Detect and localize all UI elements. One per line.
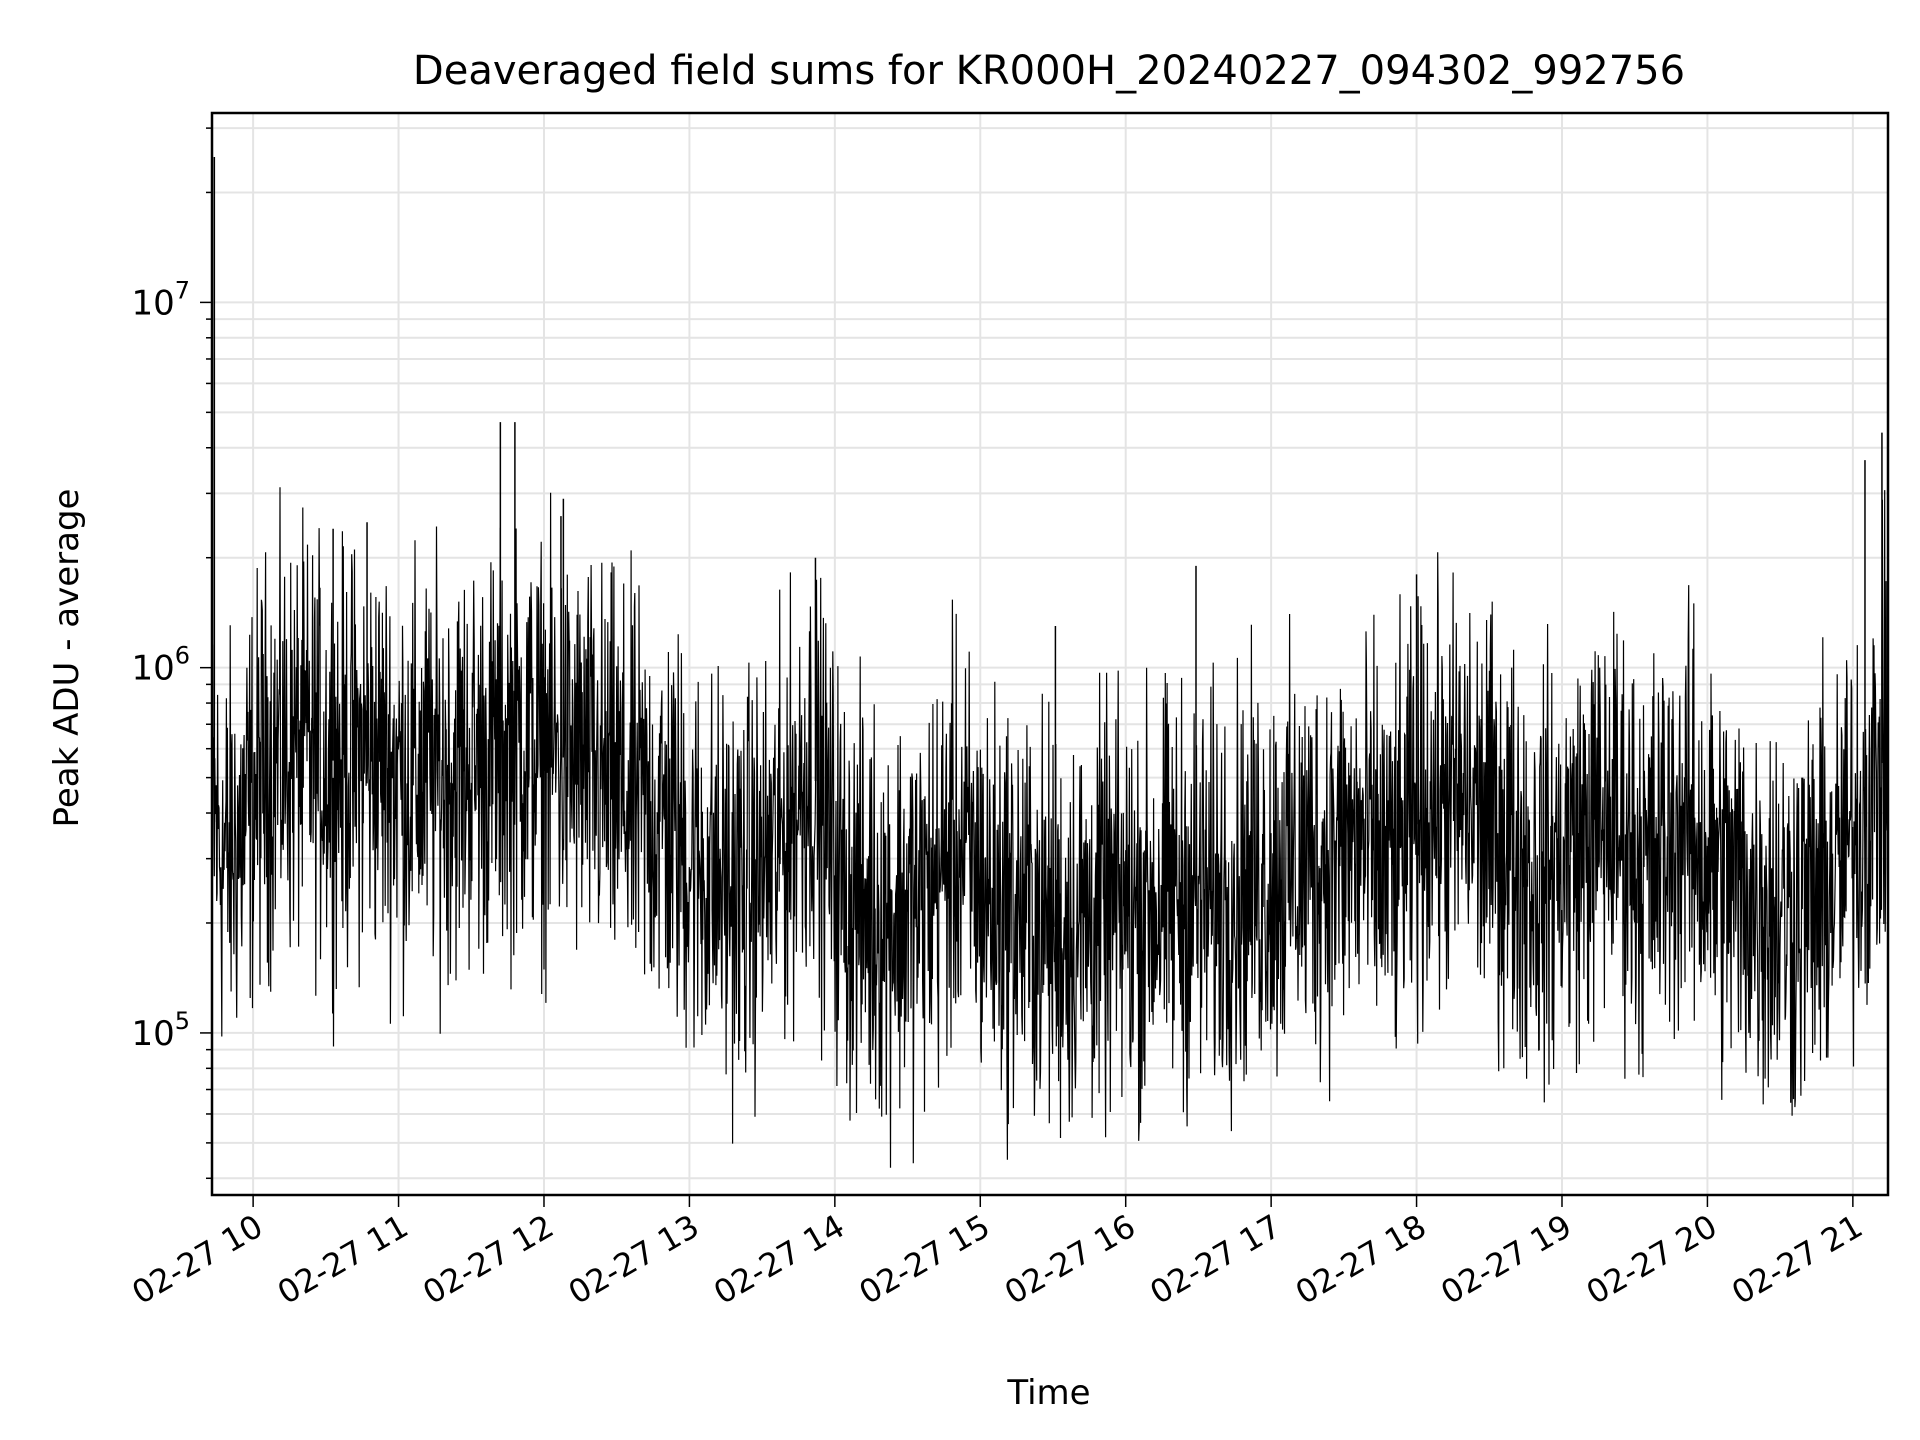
y-tick-label: 107	[131, 276, 190, 323]
series-line	[211, 487, 1889, 1168]
y-axis-label: Peak ADU - average	[47, 489, 87, 828]
chart-title: Deaveraged field sums for KR000H_2024022…	[413, 48, 1685, 94]
plot-frame	[210, 111, 1890, 1197]
y-tick-label: 105	[131, 1007, 190, 1054]
x-axis-label: Time	[1006, 1373, 1090, 1413]
y-tick-label: 106	[131, 642, 190, 689]
data-series	[211, 157, 1889, 1168]
